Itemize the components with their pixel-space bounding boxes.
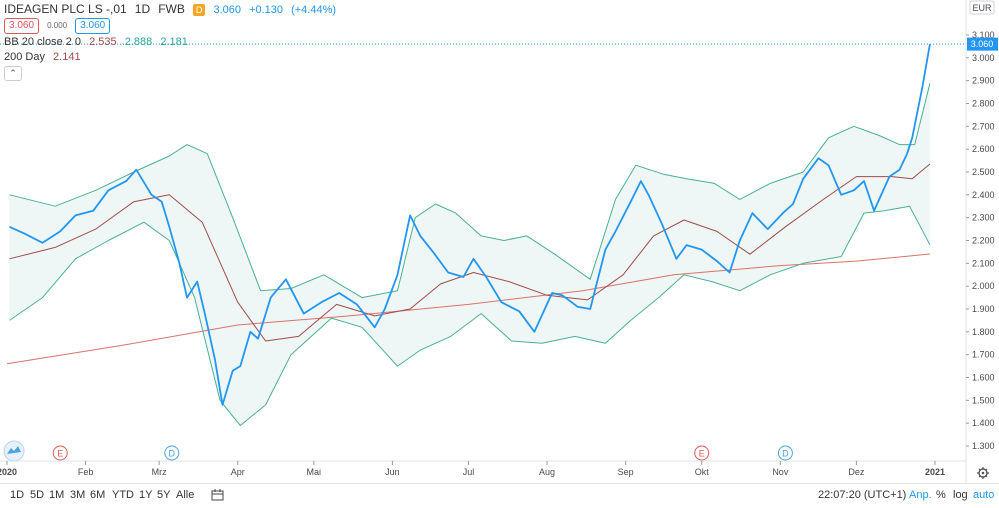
- bid-button[interactable]: 3.060: [4, 18, 40, 34]
- series-line-price: [9, 43, 931, 406]
- y-tick-label: 1.400: [972, 418, 995, 428]
- interval-label[interactable]: 1D: [134, 2, 151, 16]
- timeframe-ytd[interactable]: YTD: [112, 489, 134, 501]
- x-tick-label: Mai: [307, 467, 322, 477]
- y-tick-label: 1.700: [972, 350, 995, 360]
- price-axis[interactable]: 3.100 3.000 2.900 2.800 2.700 2.600 2.500 2.400…: [966, 30, 995, 451]
- timeframe-1y[interactable]: 1Y: [139, 489, 153, 501]
- x-tick-label: Jun: [385, 467, 400, 477]
- percent-toggle[interactable]: %: [936, 489, 946, 501]
- ma-value: 2.141: [53, 51, 81, 63]
- calendar-range-icon[interactable]: [211, 489, 224, 501]
- bid-ask-row: 3.060 0.000 3.060: [4, 18, 115, 34]
- x-tick-label: Apr: [231, 467, 245, 477]
- y-tick-label: 2.800: [972, 99, 995, 109]
- bb-lower-value: 2.181: [160, 36, 188, 48]
- series-line-bb-basis: [9, 163, 931, 342]
- svg-text:E: E: [57, 449, 63, 459]
- event-marker-e[interactable]: E: [694, 445, 710, 461]
- timeframe-1d[interactable]: 1D: [10, 489, 25, 501]
- last-price-value: 3.060: [213, 4, 242, 16]
- event-marker-d[interactable]: D: [777, 445, 793, 461]
- currency-label[interactable]: EUR: [969, 0, 995, 15]
- price-chart[interactable]: 3.100 3.000 2.900 2.800 2.700 2.600 2.500 2.400…: [0, 0, 999, 483]
- currency-text: EUR: [972, 3, 992, 13]
- x-tick-label: Okt: [695, 467, 710, 477]
- event-marker-d[interactable]: D: [164, 445, 180, 461]
- price-change-percent: (+4.44%): [291, 4, 337, 16]
- y-tick-label: 2.000: [972, 281, 995, 291]
- y-tick-label: 2.300: [972, 213, 995, 223]
- timeframe-6m[interactable]: 6M: [90, 489, 106, 501]
- x-tick-label: Feb: [78, 467, 94, 477]
- x-tick-label: Aug: [539, 467, 555, 477]
- last-price-tag-text: 3.060: [971, 39, 994, 49]
- series-line-bb-upper: [9, 83, 931, 299]
- clock-time[interactable]: 22:07:20 (UTC+1): [818, 489, 907, 501]
- time-axis[interactable]: 2020 Feb Mrz Apr Mai Jun Jul Aug Sep Okt Nov Dez 202…: [0, 461, 945, 477]
- svg-text:D: D: [169, 449, 176, 459]
- bb-basis-value: 2.535: [89, 36, 117, 48]
- x-tick-label: Nov: [772, 467, 789, 477]
- bottom-toolbar: 1D 5D 1M 3M 6M YTD 1Y 5Y Alle 22:07:20 (…: [0, 483, 999, 508]
- y-tick-label: 1.500: [972, 395, 995, 405]
- x-tick-label: Mrz: [152, 467, 167, 477]
- bb-label: BB 20 close 2 0: [4, 36, 82, 48]
- bollinger-band-fill: [9, 83, 930, 426]
- y-tick-label: 2.400: [972, 190, 995, 200]
- last-price-tag: 3.060: [967, 37, 998, 51]
- y-tick-label: 3.100: [972, 30, 995, 40]
- ma-label: 200 Day: [4, 51, 45, 63]
- bb-upper-value: 2.888: [124, 36, 153, 48]
- ask-button[interactable]: 3.060: [75, 18, 111, 34]
- svg-text:E: E: [699, 449, 705, 459]
- y-tick-label: 2.600: [972, 144, 995, 154]
- bb-fill-area: [9, 83, 930, 426]
- adjust-toggle[interactable]: Anp.: [909, 489, 932, 501]
- timeframe-1m[interactable]: 1M: [49, 489, 65, 501]
- y-tick-label: 2.900: [972, 76, 995, 86]
- exchange-label: FWB: [158, 2, 185, 16]
- y-tick-label: 1.600: [972, 373, 995, 383]
- delayed-data-badge[interactable]: D: [192, 4, 206, 16]
- y-tick-label: 1.800: [972, 327, 995, 337]
- spread-value: 0.000: [47, 21, 68, 30]
- y-tick-label: 2.100: [972, 258, 995, 268]
- y-tick-label: 2.700: [972, 121, 995, 131]
- ma-legend[interactable]: 200 Day 2.141: [4, 51, 86, 63]
- y-tick-label: 3.000: [972, 53, 995, 63]
- bollinger-legend[interactable]: BB 20 close 2 0 2.535 2.888 2.181: [4, 36, 193, 48]
- x-tick-label: 2021: [925, 467, 945, 477]
- timeframe-all[interactable]: Alle: [176, 489, 195, 501]
- x-tick-label: 2020: [0, 467, 17, 477]
- timeframe-3m[interactable]: 3M: [70, 489, 86, 501]
- series-line-ma200: [6, 253, 930, 365]
- tradingview-logo-icon[interactable]: [3, 440, 25, 462]
- x-tick-label: Jul: [463, 467, 475, 477]
- symbol-legend: IDEAGEN PLC LS -,01 1D FWB D 3.060 +0.13…: [4, 2, 341, 16]
- y-tick-label: 2.500: [972, 167, 995, 177]
- svg-text:D: D: [782, 449, 789, 459]
- timeframe-5d[interactable]: 5D: [30, 489, 45, 501]
- x-tick-label: Sep: [618, 467, 634, 477]
- timeframe-5y[interactable]: 5Y: [157, 489, 171, 501]
- y-tick-label: 1.900: [972, 304, 995, 314]
- gear-icon[interactable]: [977, 467, 989, 479]
- log-toggle[interactable]: log: [953, 489, 968, 501]
- series-lines: [6, 43, 931, 426]
- auto-toggle[interactable]: auto: [973, 489, 995, 501]
- y-tick-label: 2.200: [972, 236, 995, 246]
- symbol-name[interactable]: IDEAGEN PLC LS -,01: [4, 2, 127, 16]
- event-marker-e[interactable]: E: [52, 445, 68, 461]
- chevron-up-icon[interactable]: ⌃: [4, 66, 22, 81]
- x-tick-label: Dez: [848, 467, 865, 477]
- y-tick-label: 1.300: [972, 441, 995, 451]
- price-change-value: +0.130: [249, 4, 284, 16]
